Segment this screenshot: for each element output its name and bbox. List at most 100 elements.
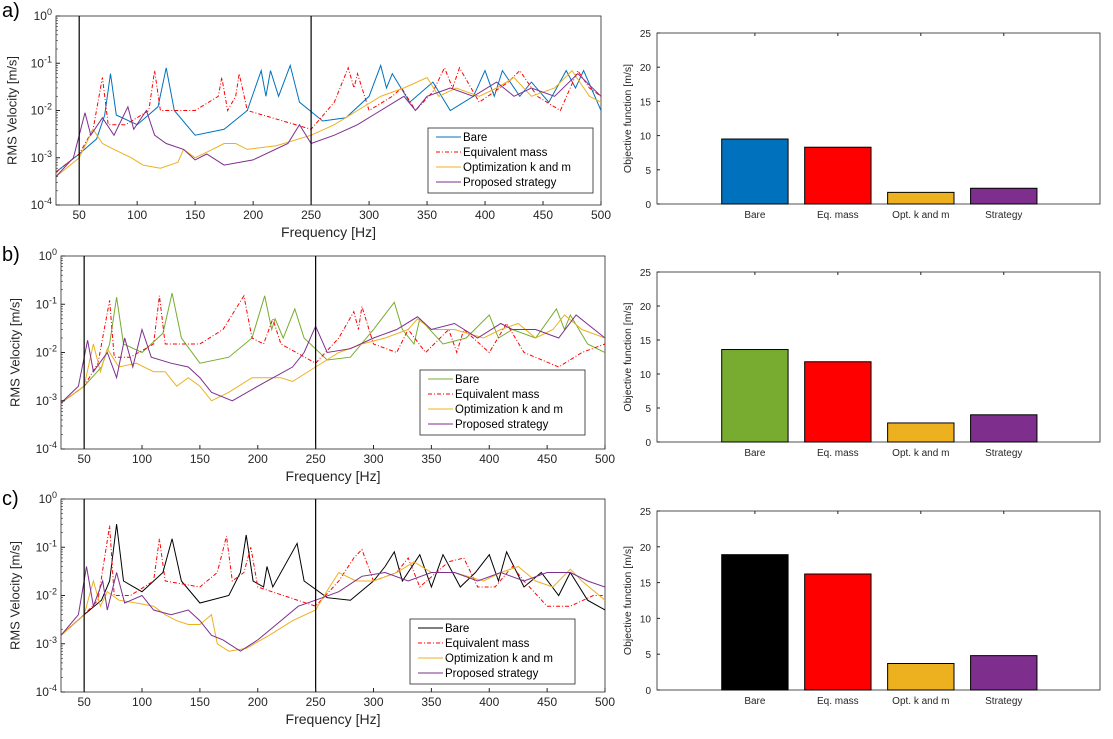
x-tick-label: 50 [77, 452, 91, 466]
x-tick-label: 500 [595, 695, 615, 709]
series-line-proposed-strategy [56, 73, 601, 177]
x-tick-label: 500 [595, 452, 615, 466]
y-tick-label: 10-4 [31, 196, 52, 212]
y-axis-label: Objective function [m/s] [622, 546, 634, 655]
y-axis-label: Objective function [m/s] [622, 64, 634, 173]
y-tick-label: 10-1 [36, 295, 57, 311]
x-tick-label: 450 [533, 208, 553, 222]
x-tick-label: 450 [537, 695, 557, 709]
y-axis-label: RMS Velocity [m/s] [7, 298, 22, 407]
y-tick-label: 25 [640, 268, 652, 279]
x-tick-label: 400 [479, 452, 499, 466]
frequency-response-chart-a: 50 100 150 200 250 300 350 400 450 500 10-4 10-3 10-… [4, 7, 611, 240]
series-line-optimization-k-and-m [56, 69, 601, 177]
frequency-response-chart-c: 50 100 150 200 250 300 350 400 450 500 10-4 10-3 10-… [7, 490, 615, 727]
x-tick-label: 400 [479, 695, 499, 709]
legend-entry: Proposed strategy [445, 668, 539, 680]
y-tick-label: 15 [640, 97, 652, 108]
bar-eq-mass [804, 361, 872, 443]
objective-bar-chart-a: Bare Eq. mass Opt. k and m Strategy 0 5 10 15 20… [622, 29, 1101, 221]
legend: Bare Equivalent mass Optimization k and m P… [427, 127, 594, 194]
x-tick-label: 350 [417, 208, 437, 222]
legend-entry: Equivalent mass [463, 147, 548, 159]
legend-entry: Bare [463, 132, 487, 144]
x-tick-label: 250 [306, 695, 326, 709]
legend-entry: Bare [445, 623, 469, 635]
x-tick-label: Bare [744, 210, 766, 221]
bar-strategy [970, 414, 1038, 443]
x-tick-label: 300 [363, 452, 383, 466]
y-tick-label: 10-1 [31, 54, 52, 70]
x-tick-label: 150 [185, 208, 205, 222]
x-tick-label: Opt. k and m [892, 210, 949, 221]
bar-bare [721, 349, 789, 443]
y-tick-label: 100 [34, 7, 52, 23]
y-tick-label: 15 [640, 579, 652, 590]
y-tick-label: 100 [39, 490, 57, 506]
x-tick-label: 400 [475, 208, 495, 222]
panel-label-c: c) [2, 488, 19, 510]
x-tick-label: 300 [359, 208, 379, 222]
x-tick-label: 50 [73, 208, 87, 222]
panel-label-a: a) [2, 0, 20, 22]
x-tick-label: 450 [537, 452, 557, 466]
x-tick-label: Eq. mass [817, 696, 859, 707]
bar-strategy [970, 187, 1038, 205]
bar-eq-mass [804, 573, 872, 691]
objective-bar-chart-c: Bare Eq. mass Opt. k and m Strategy 0 5 10 15 20… [622, 507, 1101, 707]
bar-opt-k-and-m [887, 422, 955, 443]
y-tick-label: 0 [645, 438, 651, 449]
y-tick-label: 10 [640, 132, 652, 143]
legend: Bare Equivalent mass Optimization k and m P… [409, 618, 576, 685]
y-tick-label: 100 [39, 247, 57, 263]
panel-label-b: b) [2, 244, 20, 266]
x-tick-label: Strategy [985, 696, 1022, 707]
legend-entry: Optimization k and m [455, 404, 563, 416]
x-tick-label: 200 [248, 695, 268, 709]
x-tick-label: 150 [190, 452, 210, 466]
x-tick-label: 200 [248, 452, 268, 466]
y-tick-label: 10-2 [36, 344, 57, 360]
y-tick-label: 10 [640, 370, 652, 381]
legend: Bare Equivalent mass Optimization k and m P… [419, 369, 586, 436]
x-tick-label: 200 [243, 208, 263, 222]
series-line-equivalent-mass [56, 66, 601, 173]
y-tick-label: 5 [645, 166, 651, 177]
bar-bare [721, 138, 789, 205]
y-axis-label: RMS Velocity [m/s] [7, 541, 22, 650]
series-line-proposed-strategy [61, 314, 605, 404]
frequency-response-chart-b: 50 100 150 200 250 300 350 400 450 500 10-4 10-3 10-… [7, 247, 615, 484]
y-tick-label: 5 [645, 404, 651, 415]
y-tick-label: 10-2 [31, 102, 52, 118]
legend-entry: Bare [455, 374, 479, 386]
x-tick-label: Strategy [985, 448, 1022, 459]
x-tick-label: 250 [301, 208, 321, 222]
legend-entry: Proposed strategy [455, 419, 549, 431]
legend-box [427, 127, 594, 194]
x-tick-label: Opt. k and m [892, 696, 949, 707]
x-tick-label: 500 [591, 208, 611, 222]
legend-entry: Equivalent mass [455, 389, 540, 401]
x-tick-label: 300 [363, 695, 383, 709]
x-tick-label: Strategy [985, 210, 1022, 221]
y-tick-label: 10-3 [31, 149, 52, 165]
legend-entry: Optimization k and m [463, 162, 571, 174]
y-tick-label: 10-2 [36, 587, 57, 603]
x-tick-label: Bare [744, 696, 766, 707]
y-tick-label: 0 [645, 200, 651, 211]
bar-opt-k-and-m [887, 663, 955, 691]
x-tick-label: 50 [77, 695, 91, 709]
y-tick-label: 25 [640, 29, 652, 40]
y-tick-label: 5 [645, 650, 651, 661]
bar-strategy [970, 655, 1038, 691]
y-tick-label: 10-3 [36, 392, 57, 408]
series-line-optimization-k-and-m [61, 561, 605, 652]
y-tick-label: 10 [640, 614, 652, 625]
x-tick-label: Opt. k and m [892, 448, 949, 459]
y-tick-label: 20 [640, 543, 652, 554]
bar-eq-mass [804, 146, 872, 205]
y-axis-label: RMS Velocity [m/s] [4, 56, 19, 165]
x-axis-label: Frequency [Hz] [286, 711, 381, 727]
